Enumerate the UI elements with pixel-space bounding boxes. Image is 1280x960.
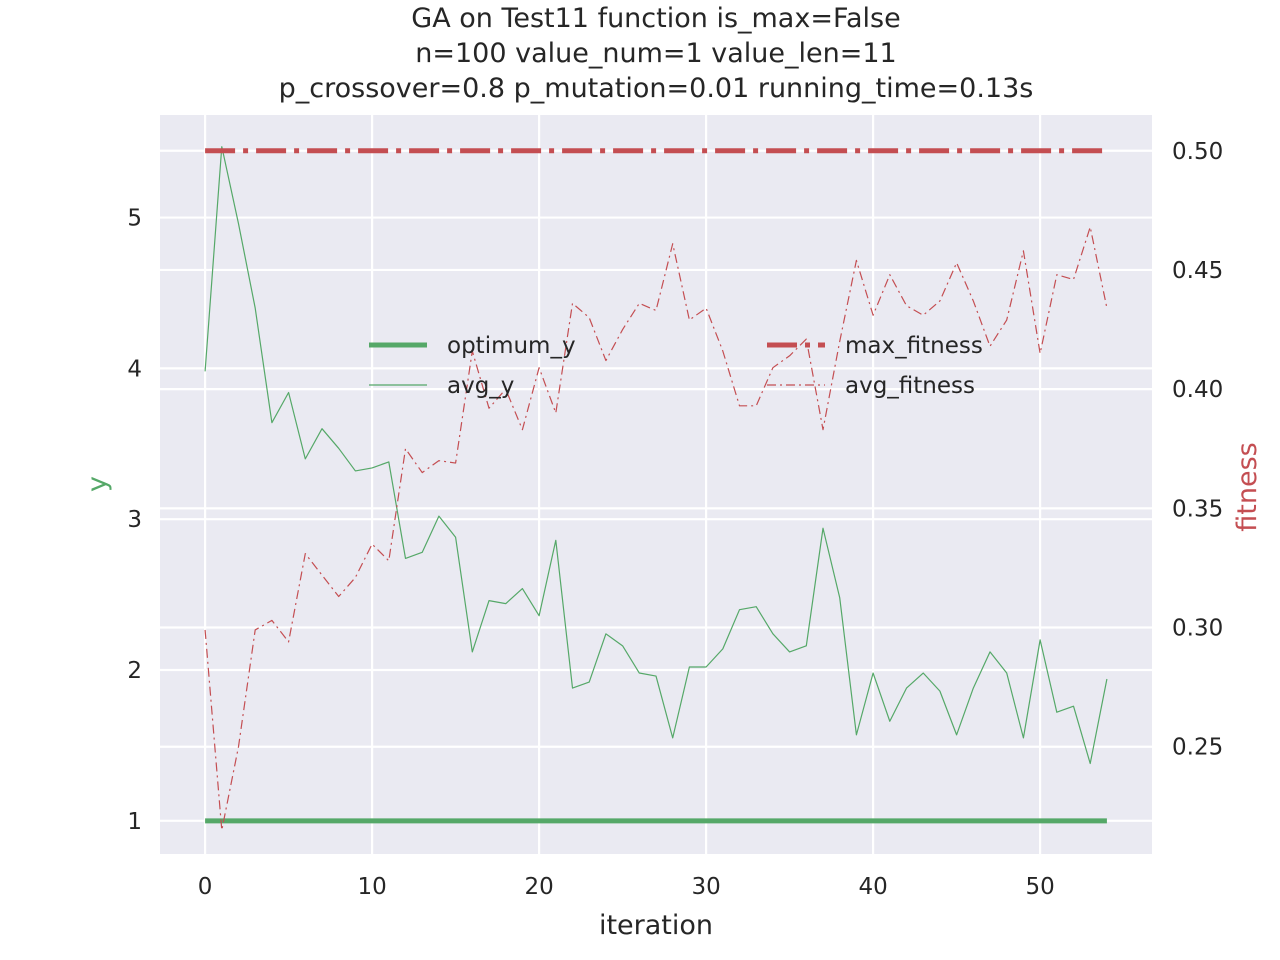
- y-right-tick-label: 0.40: [1172, 377, 1223, 403]
- x-tick-labels: 0 10 20 30 40 50: [198, 874, 1055, 900]
- y-right-tick-label: 0.50: [1172, 139, 1223, 165]
- y-left-tick-label: 2: [127, 658, 142, 684]
- y-left-tick-labels: 1 2 3 4 5: [127, 206, 142, 835]
- y-left-tick-label: 5: [127, 206, 142, 232]
- y-right-tick-labels: 0.25 0.30 0.35 0.40 0.45 0.50: [1172, 139, 1223, 761]
- y-right-tick-label: 0.25: [1172, 735, 1223, 761]
- plot-area: [160, 115, 1152, 854]
- series-avg-y: [204, 146, 1108, 765]
- y-left-tick-label: 3: [127, 507, 142, 533]
- legend-label-optimum-y: optimum_y: [447, 333, 576, 359]
- y-left-tick-label: 4: [127, 356, 142, 382]
- y-left-tick-label: 1: [127, 809, 142, 835]
- y-right-tick-label: 0.35: [1172, 496, 1223, 522]
- x-tick-label: 30: [691, 874, 720, 900]
- legend-label-avg-y: avg_y: [447, 373, 514, 399]
- legend-left: optimum_y avg_y: [369, 333, 576, 399]
- x-tick-label: 0: [198, 874, 213, 900]
- chart-title: GA on Test11 function is_max=False n=100…: [279, 3, 1034, 104]
- y-left-axis-label: y: [82, 476, 113, 492]
- legend-label-max-fitness: max_fitness: [845, 333, 983, 359]
- x-tick-label: 40: [858, 874, 887, 900]
- y-right-tick-label: 0.30: [1172, 616, 1223, 642]
- title-line-2: n=100 value_num=1 value_len=11: [415, 38, 896, 69]
- title-line-3: p_crossover=0.8 p_mutation=0.01 running_…: [279, 73, 1034, 104]
- y-right-axis-label: fitness: [1232, 442, 1263, 531]
- x-tick-label: 10: [357, 874, 386, 900]
- legend-label-avg-fitness: avg_fitness: [845, 373, 975, 399]
- title-line-1: GA on Test11 function is_max=False: [411, 3, 900, 34]
- series: [204, 146, 1108, 831]
- x-axis-label: iteration: [599, 910, 713, 941]
- legend-right: max_fitness avg_fitness: [767, 333, 983, 399]
- x-tick-label: 50: [1025, 874, 1054, 900]
- y-right-tick-label: 0.45: [1172, 258, 1223, 284]
- x-tick-label: 20: [524, 874, 553, 900]
